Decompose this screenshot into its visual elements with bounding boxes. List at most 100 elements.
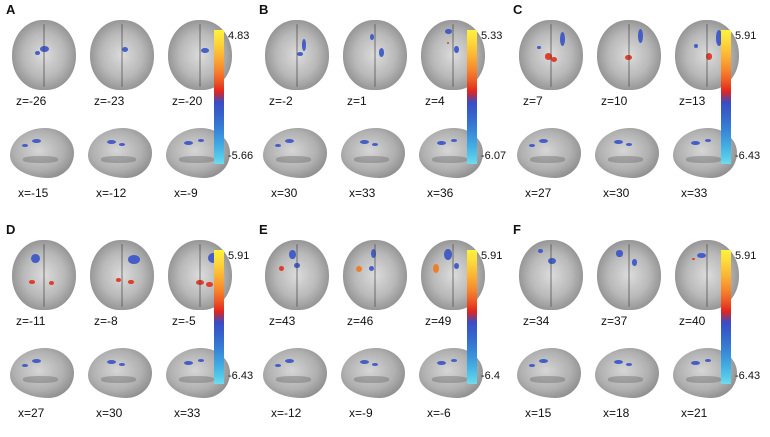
axial-coordinate-label: z=-5 [172,314,196,328]
colorbar-max-value: 5.33 [481,30,503,42]
activation-cluster [538,139,548,143]
sagittal-coordinate-label: x=18 [603,406,630,420]
activation-cluster [451,359,458,362]
activation-cluster [28,279,36,284]
activation-cluster [355,265,363,272]
panel-letter: F [513,222,521,237]
activation-cluster [436,361,446,365]
activation-cluster [432,264,439,274]
activation-cluster [198,359,205,362]
sagittal-coordinate-label: x=30 [271,186,298,200]
activation-cluster [371,143,379,146]
axial-slice [597,240,661,310]
sagittal-coordinate-label: x=30 [603,186,630,200]
activation-cluster [122,46,129,52]
axial-coordinate-label: z=40 [679,314,706,328]
sagittal-coordinate-label: x=-12 [271,406,302,420]
sagittal-coordinate-label: x=27 [525,186,552,200]
panel-letter: B [259,2,269,17]
activation-cluster [614,140,624,144]
activation-cluster [445,28,452,35]
activation-cluster [115,278,121,283]
sagittal-coordinate-label: x=36 [427,186,454,200]
sagittal-slice [517,128,581,178]
activation-cluster [454,45,460,54]
colorbar-min-value: -5.66 [228,150,254,162]
sagittal-coordinate-label: x=-9 [174,186,198,200]
sagittal-slice [10,128,74,178]
activation-cluster [284,139,294,143]
activation-cluster [302,39,306,51]
sagittal-slice [263,128,327,178]
axial-slice [265,20,329,90]
activation-cluster [690,361,700,365]
axial-coordinate-label: z=7 [523,94,543,108]
colorbar-max-value: 5.91 [481,250,503,262]
activation-cluster [625,143,633,146]
activation-cluster [198,139,205,142]
activation-cluster [128,279,134,284]
sagittal-coordinate-label: x=15 [525,406,552,420]
sagittal-coordinate-label: x=33 [681,186,708,200]
axial-coordinate-label: z=37 [601,314,628,328]
axial-coordinate-label: z=4 [425,94,445,108]
activation-cluster [715,30,723,46]
axial-coordinate-label: z=-2 [269,94,293,108]
activation-cluster [40,45,50,52]
sagittal-coordinate-label: x=27 [18,406,45,420]
activation-cluster [544,53,553,60]
activation-cluster [201,48,209,54]
axial-coordinate-label: z=43 [269,314,296,328]
activation-cluster [538,359,548,363]
activation-cluster [446,41,450,45]
activation-cluster [196,279,204,285]
activation-cluster [637,28,644,44]
activation-cluster [451,139,458,142]
sagittal-slice [10,348,74,398]
sagittal-slice [595,348,659,398]
colorbar [467,30,477,164]
panel-letter: E [259,222,268,237]
activation-cluster [536,45,541,50]
activation-cluster [31,359,41,363]
axial-slice [519,240,583,310]
axial-coordinate-label: z=-26 [16,94,47,108]
axial-coordinate-label: z=10 [601,94,628,108]
sagittal-coordinate-label: x=-15 [18,186,49,200]
activation-cluster [694,44,699,49]
activation-cluster [705,53,713,60]
activation-cluster [371,248,377,258]
sagittal-slice [341,128,405,178]
activation-cluster [107,140,117,144]
sagittal-coordinate-label: x=30 [96,406,123,420]
activation-cluster [444,248,452,261]
activation-cluster [378,48,384,58]
activation-cluster [294,263,300,269]
panel-letter: A [6,2,16,17]
axial-slice [519,20,583,90]
sagittal-coordinate-label: x=-12 [96,186,127,200]
axial-coordinate-label: z=1 [347,94,367,108]
activation-cluster [548,257,557,265]
activation-cluster [369,34,374,41]
colorbar-max-value: 4.83 [228,30,250,42]
activation-cluster [705,139,712,142]
axial-coordinate-label: z=46 [347,314,374,328]
colorbar [214,30,224,164]
activation-cluster [118,363,126,366]
activation-cluster [31,254,41,264]
activation-cluster [625,363,633,366]
activation-cluster [31,139,41,143]
sagittal-slice [595,128,659,178]
sagittal-slice [517,348,581,398]
axial-slice [343,240,407,310]
activation-cluster [528,364,535,367]
axial-slice [12,20,76,90]
axial-slice [597,20,661,90]
axial-slice [12,240,76,310]
